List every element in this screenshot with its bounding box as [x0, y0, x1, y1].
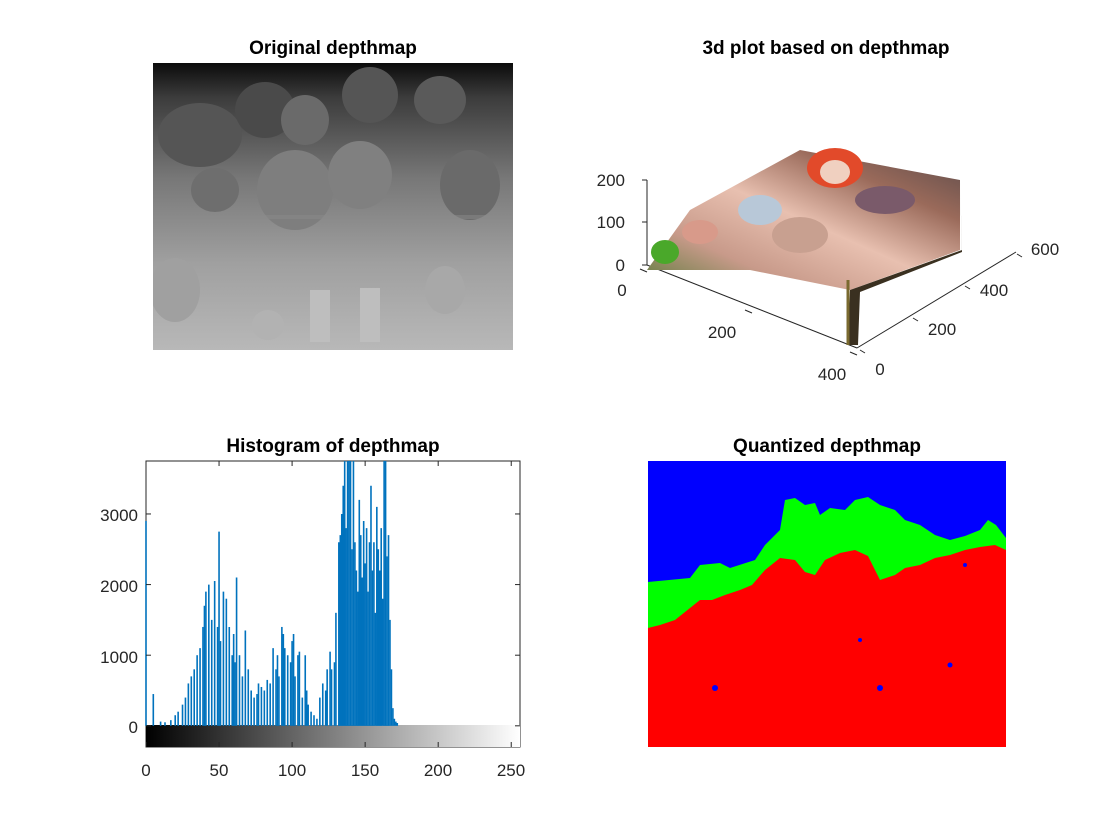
histogram-axes-box: [145, 460, 521, 748]
y-tick-label: 200: [928, 320, 956, 339]
surface-3d-title: 3d plot based on depthmap: [702, 38, 949, 59]
x-tick-label: 400: [818, 365, 846, 384]
hist-x-tick-label: 150: [351, 761, 379, 780]
surface-3d-panel: 3d plot based on depthmap: [597, 38, 1060, 384]
quantized-noise-spot: [858, 638, 862, 642]
original-depthmap-panel: Original depthmap: [153, 38, 513, 350]
quantized-noise-spot: [963, 563, 967, 567]
hist-x-tick-label: 0: [141, 761, 150, 780]
hist-x-tick-label: 100: [278, 761, 306, 780]
surface-3d-z-ticks: 0 100 200: [597, 171, 625, 275]
hist-y-tick-label: 2000: [100, 577, 138, 596]
quantized-depthmap-image: [648, 461, 1006, 747]
z-tick-label: 100: [597, 213, 625, 232]
quantized-depthmap-title: Quantized depthmap: [733, 436, 921, 457]
histogram-title: Histogram of depthmap: [226, 436, 439, 457]
hist-x-tick-label: 50: [210, 761, 229, 780]
surface-3d-x-ticks: 0 200 400: [617, 281, 846, 384]
histogram-ticks: [145, 461, 520, 747]
z-tick-label: 0: [616, 256, 625, 275]
hist-y-tick-label: 3000: [100, 506, 138, 525]
hist-x-tick-label: 250: [497, 761, 525, 780]
x-tick-label: 0: [617, 281, 626, 300]
histogram-bars: [145, 461, 399, 726]
quantized-near-region: [648, 545, 1006, 747]
surface-3d-axes: [639, 179, 1023, 356]
y-tick-label: 600: [1031, 240, 1059, 259]
histogram-x-ticks: 0 50 100 150 200 250: [141, 761, 525, 780]
y-tick-label: 0: [875, 360, 884, 379]
original-depthmap-image: [153, 63, 513, 350]
quantized-noise-spot: [712, 685, 718, 691]
quantized-noise-spot: [877, 685, 883, 691]
histogram-y-ticks: 0 1000 2000 3000: [100, 506, 138, 737]
histogram-colorbar: [146, 725, 520, 747]
z-tick-label: 200: [597, 171, 625, 190]
y-tick-label: 400: [980, 281, 1008, 300]
hist-y-tick-label: 0: [129, 718, 138, 737]
surface-3d-mesh: [647, 148, 962, 345]
original-depthmap-title: Original depthmap: [249, 38, 417, 59]
quantized-noise-spot: [947, 662, 953, 668]
quantized-depthmap-panel: Quantized depthmap: [648, 436, 1006, 747]
histogram-panel: Histogram of depthmap 0 50 100 150 200 2…: [100, 436, 525, 780]
hist-x-tick-label: 200: [424, 761, 452, 780]
x-tick-label: 200: [708, 323, 736, 342]
hist-y-tick-label: 1000: [100, 648, 138, 667]
surface-3d-y-ticks: 0 200 400 600: [875, 240, 1059, 379]
